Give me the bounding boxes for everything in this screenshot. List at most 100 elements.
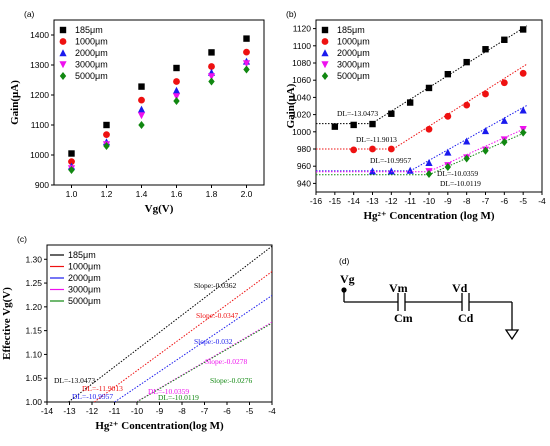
data-point (444, 148, 452, 156)
legend-marker (321, 49, 329, 57)
detection-limit-label: DL=-10.9957 (370, 156, 411, 165)
x-tick-label: -6 (223, 406, 231, 416)
panel-label: (c) (17, 234, 27, 244)
legend-marker (59, 61, 67, 69)
data-point (482, 146, 489, 155)
y-tick-label: 1100 (293, 41, 312, 51)
legend-marker (59, 49, 67, 57)
legend-label: 1000μm (75, 37, 108, 47)
data-point (172, 93, 181, 101)
series-line (93, 271, 272, 402)
panel-label: (a) (24, 9, 35, 19)
y-tick-label: 1.25 (25, 278, 42, 288)
legend-marker (321, 72, 329, 80)
data-point (369, 145, 376, 153)
y-tick-label: 1120 (293, 24, 312, 34)
legend-label: 5000μm (68, 296, 101, 306)
circuit-label: Vm (389, 281, 408, 295)
data-point (519, 128, 527, 137)
circuit-label: Vg (340, 272, 355, 286)
y-tick-label: 1.05 (25, 373, 42, 383)
y-tick-label: 1200 (30, 90, 49, 100)
data-point (444, 112, 452, 120)
x-tick-label: -15 (329, 196, 342, 206)
legend-label: 185μm (75, 25, 103, 35)
x-axis-label: Vg(V) (145, 203, 174, 215)
y-tick-label: 1080 (292, 58, 311, 68)
data-point (387, 167, 395, 175)
data-point (425, 158, 433, 166)
data-point (425, 169, 433, 178)
y-tick-label: 1100 (31, 120, 50, 130)
x-tick-label: -13 (366, 196, 379, 206)
data-point (207, 73, 216, 81)
data-point (425, 125, 433, 133)
data-point (243, 35, 250, 42)
x-tick-label: -7 (482, 196, 490, 206)
slope-label: Slope:-0.0278 (205, 357, 248, 366)
legend-marker (59, 72, 67, 80)
ground-symbol (504, 329, 520, 341)
panel-c-chart: -14 -13 -12 -11 -10 -9 -8 -7 -6 -5 -4 1.00 1.05 1.10 1… (1, 234, 276, 432)
detection-limit-label: DL=-10.0119 (158, 393, 199, 402)
y-tick-label: 960 (297, 161, 311, 171)
circuit-label: Vd (452, 281, 468, 295)
data-point (173, 64, 180, 72)
linear-fit (392, 63, 528, 150)
x-tick-label: -6 (501, 196, 509, 206)
legend-marker (321, 38, 329, 45)
panel-label: (d) (339, 256, 350, 266)
x-tick-label: 1.2 (101, 189, 113, 199)
x-tick-label: 1.6 (171, 189, 183, 199)
y-tick-label: 980 (297, 144, 311, 154)
y-tick-label: 1000 (30, 150, 49, 160)
data-point (138, 96, 145, 104)
data-point (388, 110, 395, 117)
data-point (463, 154, 470, 163)
x-tick-label: -4 (538, 196, 546, 206)
x-tick-label: -14 (41, 406, 54, 416)
data-point (137, 112, 146, 120)
y-tick-label: 900 (35, 180, 49, 190)
data-point (242, 60, 251, 68)
legend-marker (59, 26, 67, 34)
data-point (444, 70, 452, 78)
data-point (406, 166, 414, 174)
linear-fit (371, 25, 528, 125)
x-axis-label: Hg²⁺ Concentration(log M) (95, 420, 224, 432)
x-tick-label: -12 (385, 196, 398, 206)
legend-label: 3000μm (337, 60, 370, 70)
x-tick-label: -8 (463, 196, 471, 206)
data-point (68, 150, 75, 157)
data-point (463, 101, 471, 109)
legend-label: 3000μm (75, 60, 108, 70)
data-point (103, 142, 110, 150)
legend-label: 2000μm (337, 48, 370, 58)
x-tick-label: 1.0 (66, 189, 78, 199)
data-point (519, 26, 527, 33)
x-axis-label: Hg²⁺ Concentration (log M) (363, 210, 494, 222)
data-point (368, 167, 377, 175)
data-point (463, 58, 470, 66)
data-point (331, 123, 339, 130)
x-tick-label: -16 (310, 196, 323, 206)
detection-limit-label: DL=-10.9957 (72, 392, 113, 401)
legend-label: 2000μm (68, 273, 101, 283)
y-axis-label: Gain(μA) (9, 80, 21, 125)
panel-d-circuit: (d) Vg Vm Cm Vd Cd (339, 256, 520, 341)
detection-limit-label: DL=-10.0119 (440, 179, 481, 188)
y-tick-label: 1.15 (25, 326, 42, 336)
series-line (136, 322, 272, 402)
data-point (137, 105, 146, 113)
data-point (501, 138, 508, 147)
legend-label: 185μm (68, 250, 96, 260)
detection-limit-label: DL=-10.0359 (148, 387, 189, 396)
data-point (173, 97, 180, 105)
data-point (208, 77, 215, 86)
x-tick-label: -8 (178, 406, 186, 416)
panel-b-chart: -16 -15 -14 -13 -12 -11 -10 -9 -8 -7 -6 -5 -4 940 960 9… (285, 9, 546, 222)
data-point (519, 106, 527, 114)
data-point (350, 146, 358, 154)
circuit-label: Cm (394, 311, 413, 325)
slope-label: Slope:-0.032 (194, 337, 233, 346)
